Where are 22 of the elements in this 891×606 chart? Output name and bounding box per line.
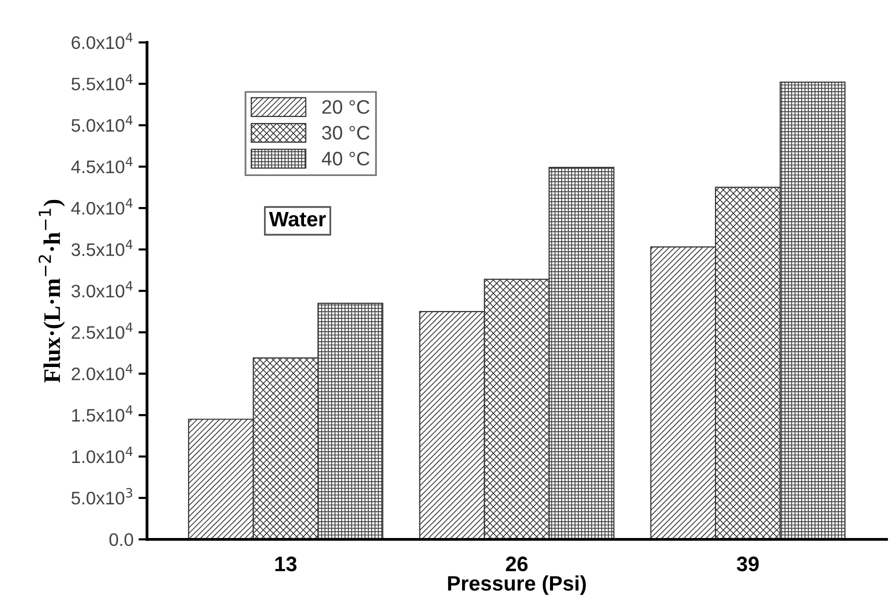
y-tick-label: 1.5x10$^{4}$ [72, 405, 133, 422]
x-tick-label: 13 [275, 556, 297, 572]
annotation: Water [269, 212, 326, 226]
y-tick-label: 4.5x10$^{4}$ [71, 156, 133, 174]
legend-label: 30 °C [322, 126, 370, 140]
y-tick-label: 2.0x10$^{4}$ [72, 364, 133, 380]
legend-label: 40 °C [322, 152, 370, 166]
y-tick-label: 5.0x10$^{3}$ [72, 488, 132, 505]
y-tick-label: 2.5x10$^{4}$ [72, 322, 133, 339]
legend-label: 20 °C [322, 100, 370, 114]
y-tick-label: 1.0x10$^{4}$ [72, 446, 133, 464]
y-tick-label: 3.5x10$^{4}$ [71, 240, 133, 256]
x-axis-title: Pressure (Psi) [448, 575, 586, 595]
y-tick-label: 4.0x10$^{4}$ [71, 198, 133, 215]
y-axis-title: Flux·(L·m$^{−2}$·h$^{−1}$) [38, 200, 65, 383]
y-tick-label: 5.0x10$^{4}$ [72, 116, 133, 132]
x-tick-label: 26 [506, 556, 528, 572]
y-tick-label: 5.5x10$^{4}$ [72, 74, 133, 90]
x-tick-label: 39 [736, 556, 759, 572]
y-tick-label: 6.0x10$^{4}$ [72, 32, 133, 50]
y-tick-label: 0.0 [109, 533, 134, 546]
y-tick-label: 3.0x10$^{4}$ [71, 281, 133, 298]
